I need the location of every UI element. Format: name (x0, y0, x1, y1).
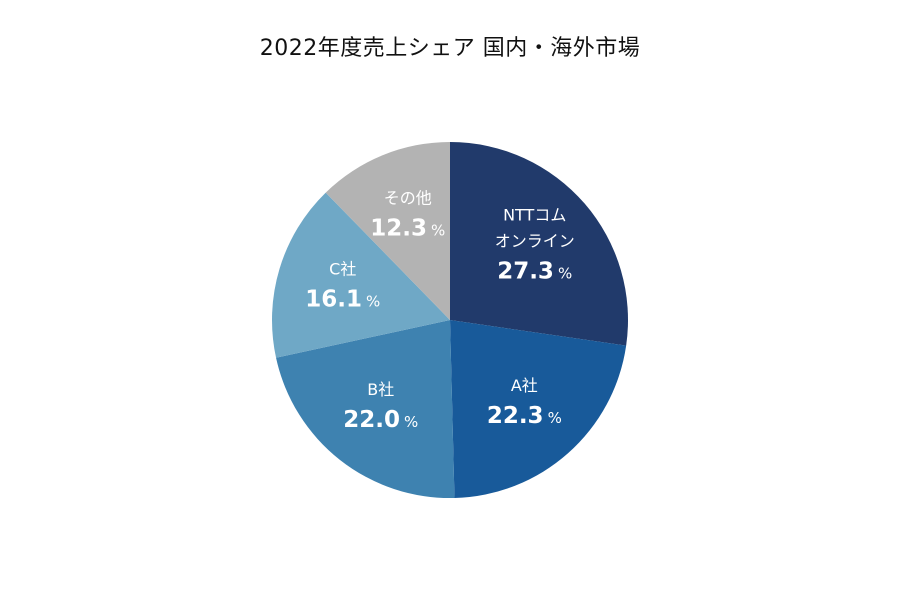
slice-value-5: 12.3% (370, 215, 445, 241)
slice-label-2-line-1: A社 (511, 376, 538, 395)
slice-value-4: 16.1% (305, 287, 380, 313)
slice-label-4-line-1: C社 (329, 260, 356, 279)
slice-value-2: 22.3% (487, 403, 562, 429)
pie-slice-3 (276, 320, 455, 498)
slice-value-1: 27.3% (497, 259, 572, 285)
pie-slice-5 (325, 142, 450, 320)
chart-title: 2022年度売上シェア 国内・海外市場 (259, 36, 641, 61)
pie-slice-1 (450, 142, 628, 346)
slice-label-1-line-2: オンライン (495, 232, 575, 251)
slice-label-3-line-1: B社 (367, 380, 394, 399)
pie-slice-4 (272, 192, 450, 358)
slice-value-3: 22.0% (343, 407, 418, 433)
slice-label-1-line-1: NTTコム (503, 206, 566, 225)
slice-label-5-line-1: その他 (384, 188, 432, 207)
pie-slice-2 (450, 320, 627, 498)
pie-slices (272, 142, 628, 498)
